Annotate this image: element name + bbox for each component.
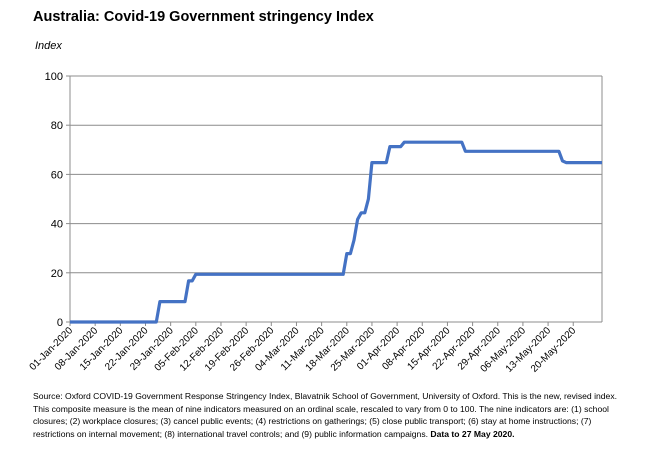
y-tick-labels: 0 20 40 60 80 100: [45, 71, 63, 329]
y-tick-label: 40: [51, 219, 63, 231]
y-tick-label: 100: [45, 71, 63, 83]
y-tick-label: 0: [57, 317, 63, 329]
axes: [66, 75, 603, 326]
chart-canvas: 0 20 40 60 80 100 01-Jan-202008-Jan-202015-Ja…: [28, 71, 603, 375]
chart-title: Australia: Covid-19 Government stringenc…: [33, 9, 374, 25]
y-tick-label: 60: [51, 169, 63, 181]
y-tick-label: 20: [51, 268, 63, 280]
data-date-note: Data to 27 May 2020.: [430, 428, 515, 439]
series-line-stringency-index: [70, 140, 602, 324]
x-tick-labels: 01-Jan-202008-Jan-202015-Jan-202022-Jan-…: [28, 325, 579, 375]
y-axis-label: Index: [35, 40, 62, 52]
gridlines: [70, 75, 602, 274]
series-layer: [70, 140, 602, 324]
source-text: Source: Oxford COVID-19 Government Respo…: [33, 391, 618, 439]
source-note: Source: Oxford COVID-19 Government Respo…: [33, 390, 628, 440]
y-tick-label: 80: [51, 120, 63, 132]
